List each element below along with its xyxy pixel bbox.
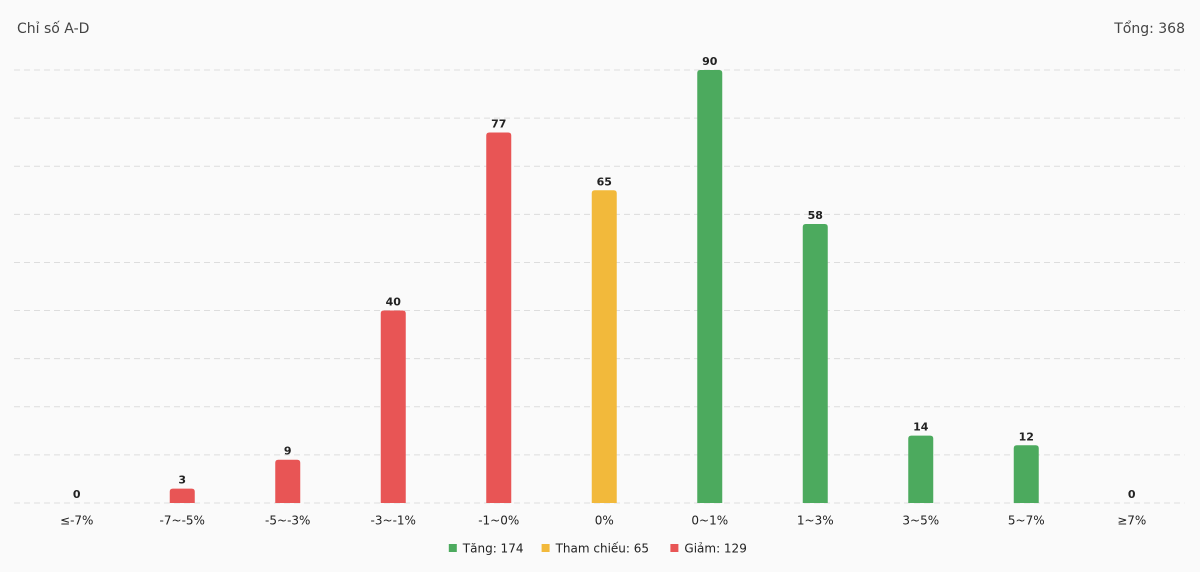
x-tick-label: ≥7%	[1117, 514, 1146, 528]
bar	[275, 459, 301, 503]
data-label: 3	[178, 474, 186, 487]
x-tick-label: 3~5%	[902, 514, 939, 528]
data-label: 40	[386, 296, 402, 309]
data-label: 65	[597, 175, 612, 188]
legend-swatch	[448, 544, 457, 552]
x-tick-label: 0%	[595, 514, 614, 528]
x-tick-label: -5~-3%	[265, 514, 310, 528]
legend-label: Giảm: 129	[684, 542, 746, 556]
bar	[1013, 445, 1039, 503]
x-tick-label: 0~1%	[691, 514, 728, 528]
data-label: 9	[284, 445, 292, 458]
x-tick-label: -7~-5%	[160, 514, 205, 528]
bar	[486, 132, 512, 504]
data-label: 90	[702, 55, 718, 68]
bar	[908, 435, 934, 503]
legend-swatch	[541, 544, 550, 552]
bar	[697, 70, 723, 503]
x-tick-label: -1~0%	[478, 514, 519, 528]
x-tick-label: ≤-7%	[60, 514, 93, 528]
bar	[591, 190, 617, 503]
data-label: 58	[808, 209, 823, 222]
x-tick-label: -3~-1%	[371, 514, 416, 528]
chart-title: Chỉ số A-D	[17, 20, 89, 37]
bar	[802, 223, 828, 503]
legend-swatch	[670, 544, 679, 552]
bar	[380, 310, 406, 503]
bar	[169, 488, 195, 503]
legend-label: Tham chiếu: 65	[555, 542, 649, 556]
total-label: Tổng: 368	[1113, 20, 1185, 37]
data-label: 77	[491, 118, 506, 131]
x-tick-label: 5~7%	[1008, 514, 1045, 528]
data-label: 0	[73, 488, 81, 501]
data-label: 0	[1128, 488, 1136, 501]
legend-label: Tăng: 174	[462, 542, 524, 556]
x-tick-label: 1~3%	[797, 514, 834, 528]
data-label: 14	[913, 421, 929, 434]
data-label: 12	[1019, 430, 1034, 443]
